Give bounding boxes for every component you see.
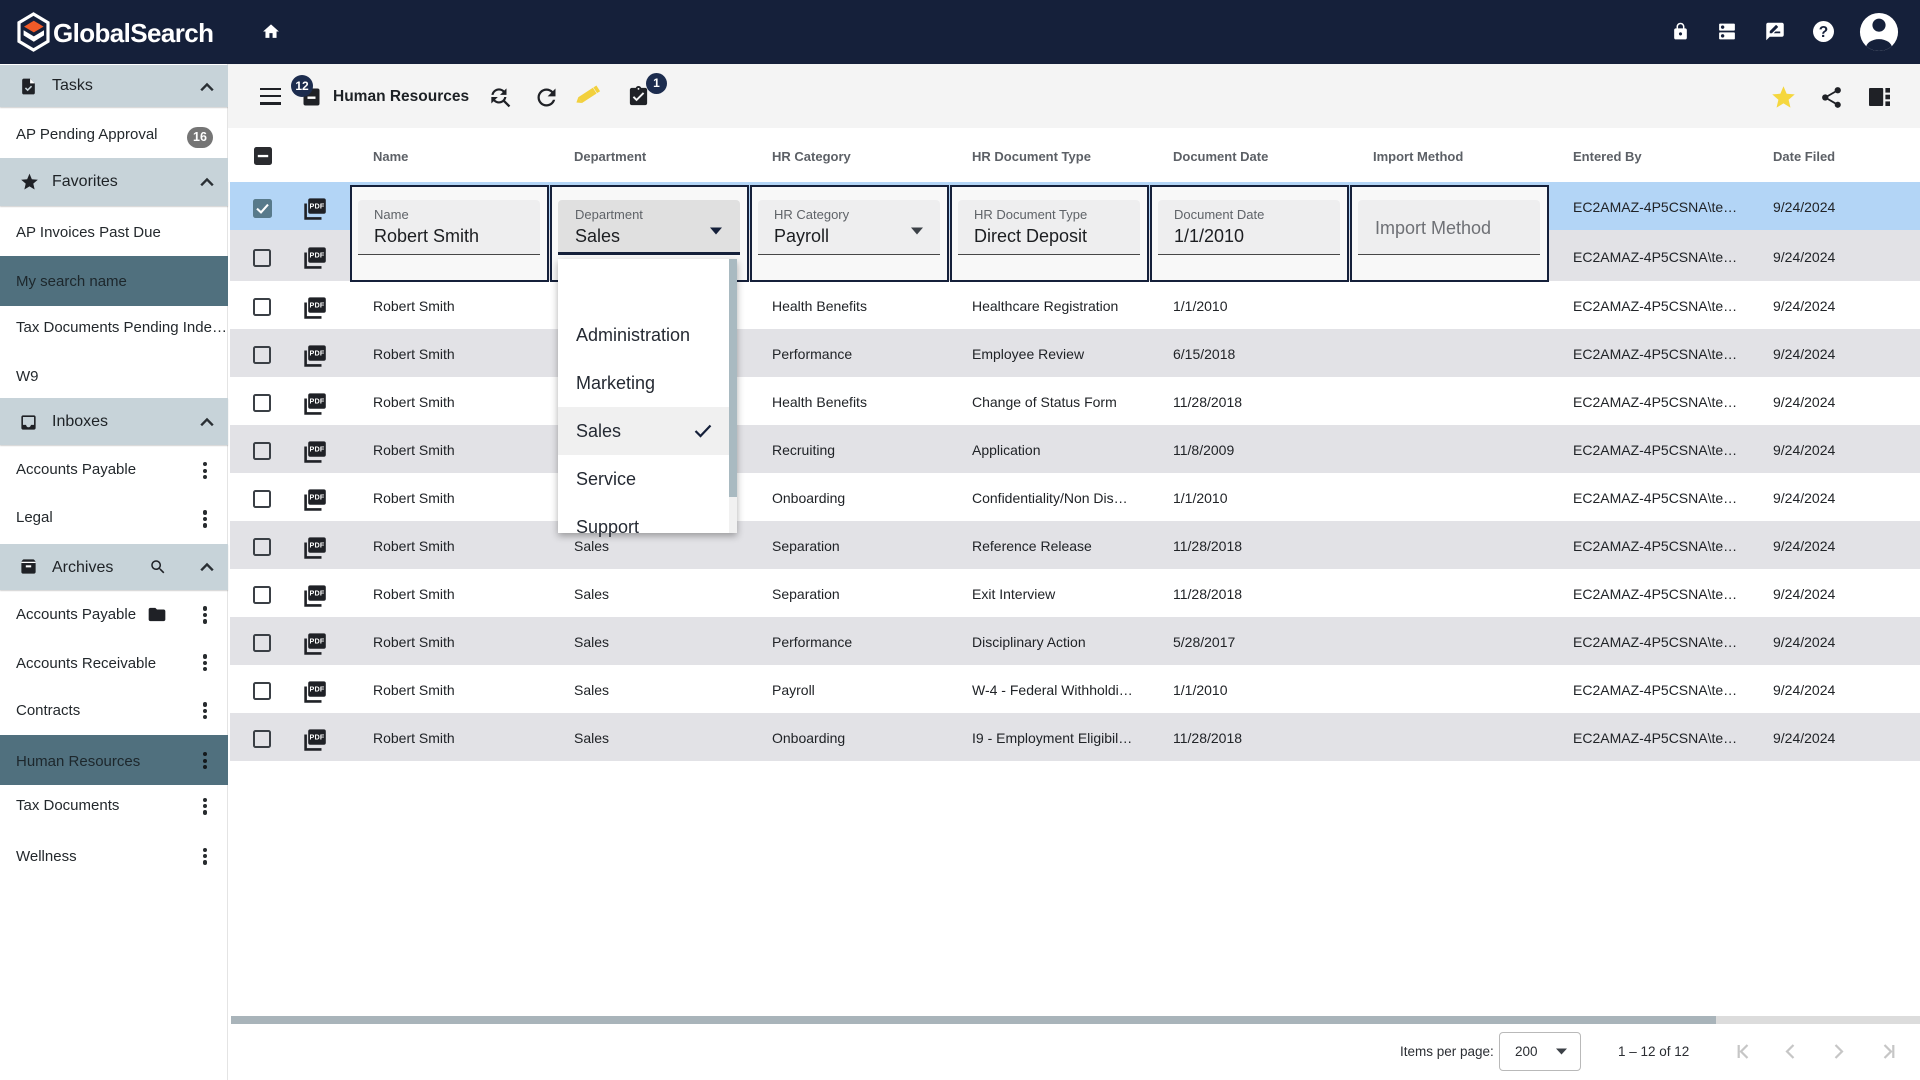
svg-text:PDF: PDF: [310, 396, 325, 405]
svg-text:PDF: PDF: [310, 732, 325, 741]
svg-text:PDF: PDF: [310, 348, 325, 357]
svg-text:PDF: PDF: [310, 201, 325, 210]
svg-text:PDF: PDF: [310, 540, 325, 549]
svg-text:?: ?: [1819, 24, 1828, 41]
svg-text:PDF: PDF: [310, 300, 325, 309]
svg-text:PDF: PDF: [310, 636, 325, 645]
svg-text:PDF: PDF: [310, 444, 325, 453]
svg-text:PDF: PDF: [310, 251, 325, 260]
svg-text:PDF: PDF: [310, 684, 325, 693]
svg-text:PDF: PDF: [310, 588, 325, 597]
svg-text:PDF: PDF: [310, 492, 325, 501]
